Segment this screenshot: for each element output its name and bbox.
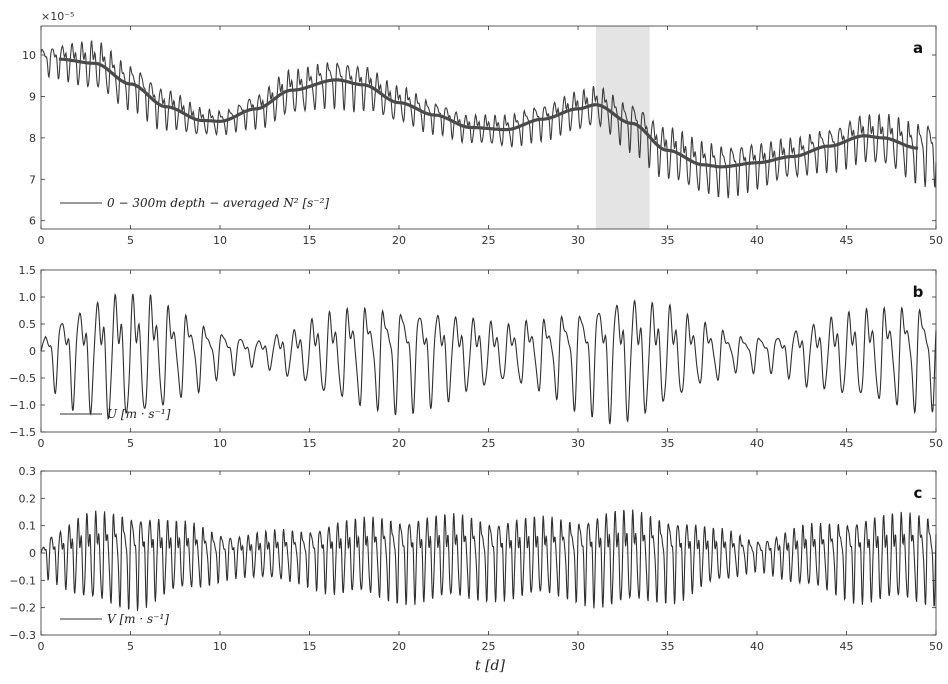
y-tick-label: −0.1 <box>9 574 36 587</box>
y-tick-label: 7 <box>29 173 36 186</box>
y-tick-label: −0.2 <box>9 602 36 615</box>
x-tick-label: 45 <box>840 234 854 247</box>
panel-c: 0 5 10 15 20 25 30 35 40 45 50 −0.3 −0.2 −0.1 0 0.1 0.2 0… <box>9 465 943 653</box>
y-tick-label: 6 <box>29 215 36 228</box>
x-tick-label: 35 <box>661 437 675 450</box>
series-line-smoothed <box>58 57 919 169</box>
x-tick-label: 15 <box>303 640 317 653</box>
x-tick-label: 40 <box>750 640 764 653</box>
y-tick-label: 0.2 <box>19 492 37 505</box>
x-tick-label: 0 <box>38 437 45 450</box>
y-tick-label: 0 <box>29 345 36 358</box>
x-tick-label: 35 <box>661 640 675 653</box>
x-tick-label: 25 <box>482 640 496 653</box>
series-line-raw <box>40 509 937 611</box>
y-tick-label: −1.5 <box>9 426 36 439</box>
panel-a: 0 5 10 15 20 25 30 35 40 45 50 6 7 8 9 10 ×10⁻⁵ a 0 − 300m… <box>22 10 943 247</box>
x-tick-label: 15 <box>303 234 317 247</box>
y-tick-label: 1.0 <box>19 291 37 304</box>
x-tick-label: 30 <box>571 640 585 653</box>
x-tick-label: 5 <box>127 437 134 450</box>
panel-letter: c <box>914 484 923 502</box>
x-tick-label: 20 <box>392 437 406 450</box>
y-tick-label: 1.5 <box>19 264 37 277</box>
y-tick-label: −1.0 <box>9 399 36 412</box>
y-tick-label: 0.5 <box>19 318 37 331</box>
x-tick-label: 10 <box>213 437 227 450</box>
x-tick-label: 15 <box>303 437 317 450</box>
y-tick-label: −0.3 <box>9 629 36 642</box>
legend-label: U [m · s⁻¹] <box>107 407 171 421</box>
x-tick-label: 0 <box>38 234 45 247</box>
x-tick-label: 30 <box>571 437 585 450</box>
x-tick-label: 50 <box>929 234 943 247</box>
x-tick-label: 10 <box>213 640 227 653</box>
x-tick-label: 40 <box>750 234 764 247</box>
x-tick-label: 50 <box>929 640 943 653</box>
y-tick-label: 9 <box>29 90 36 103</box>
y-tick-label: 10 <box>22 49 36 62</box>
legend-label: V [m · s⁻¹] <box>107 612 169 626</box>
x-tick-label: 50 <box>929 437 943 450</box>
x-axis-label: t [d] <box>475 658 506 674</box>
x-tick-label: 35 <box>661 234 675 247</box>
x-tick-label: 25 <box>482 234 496 247</box>
y-tick-label: 8 <box>29 132 36 145</box>
x-tick-label: 25 <box>482 437 496 450</box>
series-line-raw <box>40 292 937 425</box>
x-tick-label: 5 <box>127 640 134 653</box>
x-tick-label: 5 <box>127 234 134 247</box>
panel-b: 0 5 10 15 20 25 30 35 40 45 50 −1.5 −1.0 −0.5 0 0.5 1.0 1… <box>9 264 943 450</box>
x-tick-label: 20 <box>392 640 406 653</box>
x-tick-label: 45 <box>840 437 854 450</box>
y-tick-label: −0.5 <box>9 372 36 385</box>
y-scale-label: ×10⁻⁵ <box>41 10 74 23</box>
y-tick-label: 0 <box>29 547 36 560</box>
x-tick-label: 40 <box>750 437 764 450</box>
x-tick-label: 20 <box>392 234 406 247</box>
x-tick-label: 0 <box>38 640 45 653</box>
legend-label: 0 − 300m depth − averaged N² [s⁻²] <box>107 196 329 210</box>
series-line-raw <box>40 39 937 199</box>
panel-letter: b <box>913 283 924 301</box>
x-tick-label: 45 <box>840 640 854 653</box>
y-tick-label: 0.1 <box>19 520 37 533</box>
x-tick-label: 30 <box>571 234 585 247</box>
panel-letter: a <box>913 39 923 57</box>
x-tick-label: 10 <box>213 234 227 247</box>
y-tick-label: 0.3 <box>19 465 37 478</box>
